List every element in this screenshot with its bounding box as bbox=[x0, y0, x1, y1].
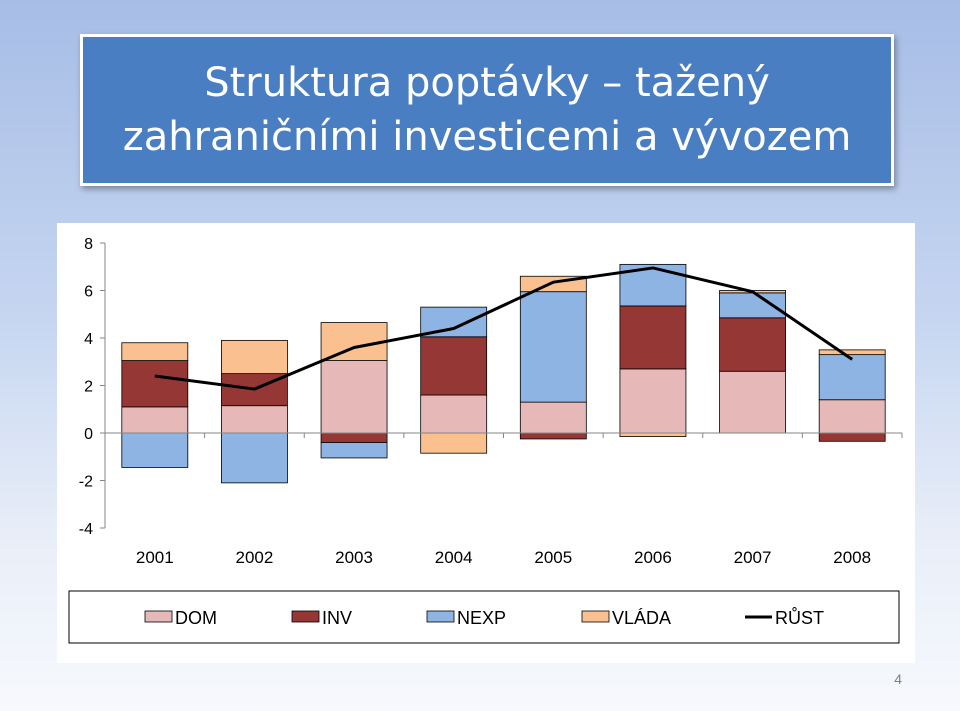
y-tick-label: 8 bbox=[84, 236, 93, 253]
growth-line-series bbox=[154, 266, 854, 391]
legend-label: NEXP bbox=[457, 608, 506, 628]
bar-dom-2001 bbox=[121, 406, 189, 434]
bar-nexp-2001 bbox=[121, 432, 189, 468]
bar-inv-2007 bbox=[719, 317, 786, 372]
legend: DOM INV NEXP VLÁDA RŮST bbox=[68, 590, 900, 644]
legend-swatch bbox=[426, 610, 455, 623]
bar-dom-2005 bbox=[519, 401, 587, 434]
x-axis-labels: 2001 2002 2003 2004 2005 2006 2007 2008 bbox=[136, 548, 871, 567]
legend-label: VLÁDA bbox=[612, 608, 671, 628]
bar-vlada-2002 bbox=[221, 339, 288, 375]
x-category-label: 2004 bbox=[435, 548, 473, 567]
y-tick-label: 6 bbox=[84, 284, 93, 301]
bar-inv-2004 bbox=[420, 336, 488, 396]
legend-swatch bbox=[144, 610, 173, 623]
bar-vlada-2003 bbox=[320, 322, 388, 361]
x-category-label: 2006 bbox=[634, 548, 672, 567]
bar-inv-2001 bbox=[121, 360, 189, 408]
bar-dom-2007 bbox=[719, 370, 786, 434]
bar-nexp-2007 bbox=[719, 292, 786, 319]
growth-line bbox=[154, 266, 854, 391]
bar-nexp-2003 bbox=[320, 442, 388, 459]
bar-nexp-2002 bbox=[221, 432, 288, 484]
bar-vlada-2008 bbox=[818, 349, 886, 356]
y-tick-label: -2 bbox=[79, 474, 93, 491]
y-tick-label: -4 bbox=[79, 521, 93, 538]
bar-dom-2004 bbox=[420, 394, 488, 434]
chart-panel: -4 -2 0 2 4 6 8 2001 2002 2003 2004 2005 2006 2007 20… bbox=[57, 223, 915, 663]
x-category-label: 2007 bbox=[734, 548, 772, 567]
bar-vlada-2006 bbox=[619, 432, 687, 437]
bar-dom-2002 bbox=[221, 405, 288, 434]
x-axis-ticks bbox=[104, 433, 903, 438]
x-category-label: 2003 bbox=[335, 548, 373, 567]
legend-swatch bbox=[581, 610, 610, 623]
bar-dom-2008 bbox=[818, 399, 886, 434]
bar-vlada-2004 bbox=[420, 432, 488, 454]
bar-marks bbox=[121, 263, 886, 484]
bar-nexp-2008 bbox=[818, 354, 886, 401]
bar-dom-2006 bbox=[619, 368, 687, 434]
legend-swatch bbox=[291, 610, 320, 623]
legend-label: DOM bbox=[175, 608, 217, 628]
x-category-label: 2001 bbox=[136, 548, 174, 567]
y-tick-label: 4 bbox=[84, 331, 93, 348]
bar-dom-2003 bbox=[320, 360, 388, 434]
bar-inv-2006 bbox=[619, 305, 687, 370]
y-tick-label: 0 bbox=[84, 426, 93, 443]
bar-inv-2008 bbox=[818, 432, 886, 442]
slide-title-box: Struktura poptávky – tažený zahraničními… bbox=[80, 34, 894, 186]
bar-inv-2005 bbox=[519, 432, 587, 440]
legend-label: RŮST bbox=[775, 607, 824, 628]
slide-title-line-2: zahraničními investicemi a vývozem bbox=[122, 114, 852, 160]
page-number: 4 bbox=[894, 671, 902, 687]
x-category-label: 2005 bbox=[534, 548, 572, 567]
bar-nexp-2005 bbox=[519, 291, 587, 403]
x-category-label: 2008 bbox=[833, 548, 871, 567]
slide-title-line-1: Struktura poptávky – tažený bbox=[204, 60, 770, 106]
legend-label: INV bbox=[322, 608, 352, 628]
bar-vlada-2001 bbox=[121, 342, 189, 361]
y-axis: -4 -2 0 2 4 6 8 bbox=[79, 236, 105, 538]
bar-inv-2003 bbox=[320, 432, 388, 443]
y-tick-label: 2 bbox=[84, 379, 93, 396]
x-category-label: 2002 bbox=[236, 548, 274, 567]
